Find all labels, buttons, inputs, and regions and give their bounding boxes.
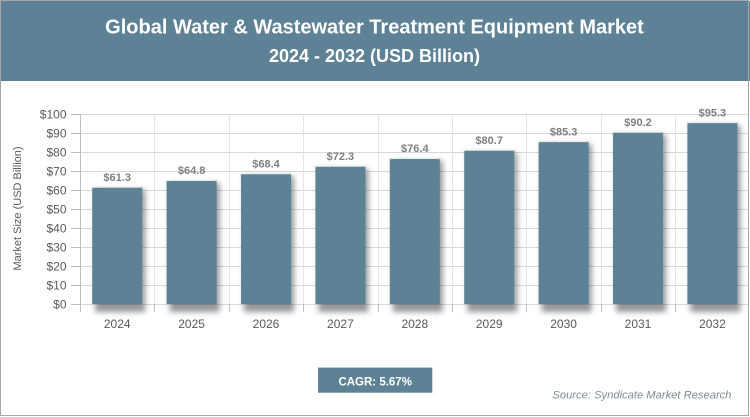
svg-text:$30: $30: [46, 240, 66, 254]
svg-text:2024 - 2032 (USD Billion): 2024 - 2032 (USD Billion): [269, 46, 480, 66]
svg-text:$80.7: $80.7: [475, 135, 503, 147]
svg-text:$85.3: $85.3: [550, 126, 578, 138]
svg-text:$100: $100: [40, 108, 67, 122]
svg-text:$68.4: $68.4: [252, 158, 280, 170]
svg-text:$50: $50: [46, 202, 66, 216]
svg-text:$61.3: $61.3: [103, 172, 131, 184]
svg-text:2027: 2027: [327, 317, 354, 331]
svg-text:2024: 2024: [104, 317, 131, 331]
svg-text:$64.8: $64.8: [178, 165, 206, 177]
svg-text:2032: 2032: [699, 317, 726, 331]
svg-text:CAGR: 5.67%: CAGR: 5.67%: [338, 376, 412, 388]
svg-text:Source: Syndicate Market Resea: Source: Syndicate Market Research: [552, 389, 731, 401]
svg-text:$20: $20: [46, 259, 66, 273]
svg-text:$40: $40: [46, 221, 66, 235]
svg-text:$0: $0: [53, 297, 67, 311]
svg-text:Global Water & Wastewater Trea: Global Water & Wastewater Treatment Equi…: [105, 17, 644, 39]
svg-text:Market Size (USD Billion): Market Size (USD Billion): [12, 146, 24, 270]
svg-text:2025: 2025: [178, 317, 205, 331]
svg-text:$80: $80: [46, 146, 66, 160]
svg-text:$90: $90: [46, 127, 66, 141]
svg-text:$10: $10: [46, 278, 66, 292]
svg-text:2030: 2030: [550, 317, 577, 331]
svg-text:$72.3: $72.3: [327, 151, 355, 163]
svg-text:2028: 2028: [401, 317, 428, 331]
svg-text:$60: $60: [46, 183, 66, 197]
svg-text:2031: 2031: [625, 317, 652, 331]
svg-text:$90.2: $90.2: [624, 117, 652, 129]
svg-text:2029: 2029: [476, 317, 503, 331]
svg-text:2026: 2026: [253, 317, 280, 331]
svg-text:$76.4: $76.4: [401, 143, 429, 155]
svg-text:$95.3: $95.3: [699, 107, 727, 119]
svg-text:$70: $70: [46, 164, 66, 178]
